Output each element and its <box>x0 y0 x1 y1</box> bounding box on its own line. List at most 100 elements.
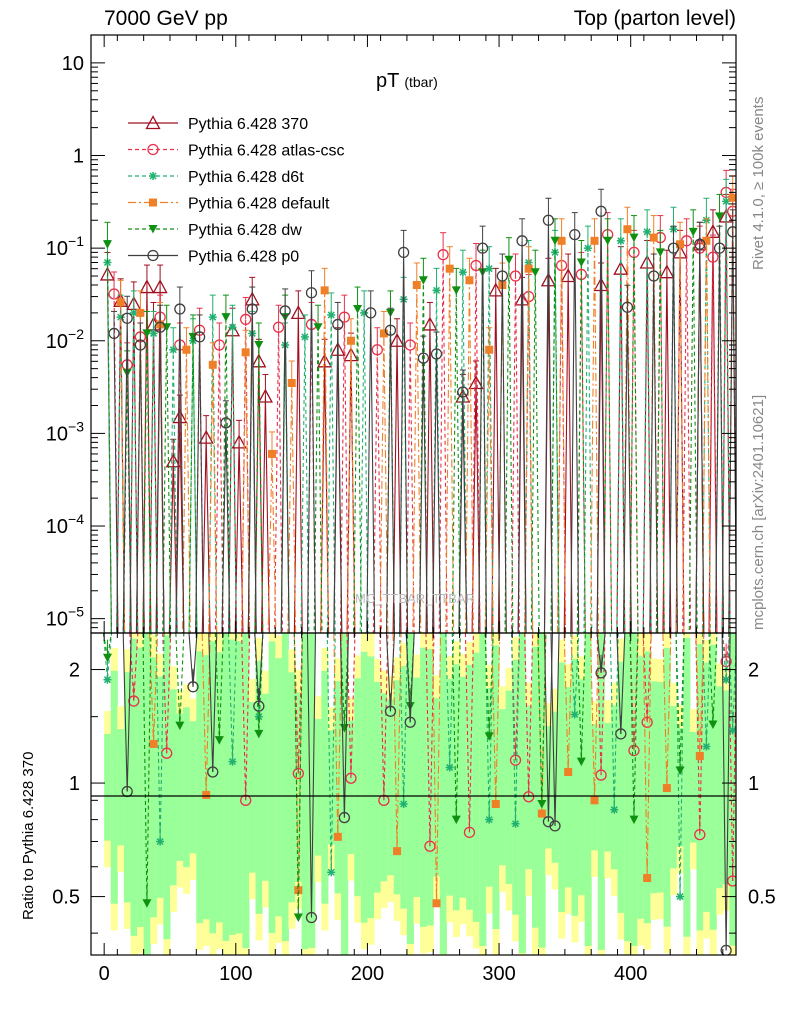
data-point-marker <box>511 819 520 828</box>
data-point-marker <box>327 868 336 877</box>
data-point-marker <box>418 276 428 285</box>
ratio-spike <box>392 633 402 852</box>
data-point-marker <box>445 763 454 772</box>
data-point-marker <box>509 270 522 282</box>
data-point-marker <box>165 453 181 468</box>
ratio-band-inner <box>347 720 355 854</box>
data-point-marker <box>147 249 159 262</box>
data-point-marker <box>147 143 159 156</box>
data-point-marker <box>708 720 718 729</box>
ratio-band-inner <box>722 690 730 885</box>
ratio-spike <box>254 633 264 707</box>
data-point-marker <box>228 323 237 332</box>
ratio-band-inner <box>472 652 480 922</box>
data-point-marker <box>470 259 482 272</box>
y-tick-label: 1 <box>73 146 84 168</box>
ratio-band-inner <box>499 709 507 866</box>
ratio-band-inner <box>387 699 395 876</box>
data-point-marker <box>108 288 120 300</box>
ratio-band-inner <box>255 660 263 914</box>
y-tick-label: 10−3 <box>46 418 84 445</box>
data-point-marker <box>595 769 607 781</box>
ratio-series-1 <box>128 633 736 887</box>
ratio-band-inner <box>334 681 342 894</box>
data-point-marker <box>676 892 685 901</box>
ratio-band-inner <box>459 676 467 898</box>
data-point-marker <box>616 236 625 245</box>
data-point-marker <box>728 726 736 735</box>
data-point-marker <box>590 236 599 245</box>
ratio-band-inner <box>268 641 276 934</box>
data-point-marker <box>564 767 573 776</box>
ratio-band-inner <box>584 633 592 947</box>
data-point-marker <box>122 368 132 378</box>
data-point-marker <box>208 360 217 369</box>
ratio-band-inner <box>630 633 638 946</box>
ratio-band-inner <box>183 707 191 868</box>
data-point-marker <box>695 751 704 760</box>
ratio-spike <box>208 633 218 773</box>
data-point-marker <box>727 875 736 887</box>
data-point-marker <box>108 327 120 340</box>
ratio-spike <box>102 633 112 658</box>
data-point-marker <box>169 345 178 354</box>
data-point-marker <box>430 348 443 360</box>
ratio-spike <box>616 633 626 734</box>
data-point-marker <box>655 248 665 257</box>
ratio-spike <box>142 633 152 904</box>
y-tick-label: 10−2 <box>46 326 84 353</box>
ratio-band-inner <box>420 647 428 927</box>
data-point-marker <box>207 766 219 778</box>
ratio-band-inner <box>439 633 447 955</box>
data-point-marker <box>346 336 355 345</box>
data-point-marker <box>549 820 561 832</box>
ratio-band-inner <box>275 658 283 917</box>
series-line <box>113 211 736 633</box>
ratio-spike <box>102 633 113 680</box>
data-point-marker <box>332 318 344 331</box>
data-point-marker <box>175 721 185 731</box>
ratio-band-inner <box>433 698 441 877</box>
data-point-marker <box>621 301 634 313</box>
ratio-band-inner <box>235 641 243 934</box>
ratio-y-tick-label-left: 2 <box>69 660 80 682</box>
header-left: 7000 GeV pp <box>104 7 228 30</box>
data-point-marker <box>292 767 304 780</box>
ratio-band-inner <box>248 701 257 873</box>
data-point-marker <box>667 242 680 254</box>
ratio-band-inner <box>624 633 632 942</box>
data-point-marker <box>417 352 430 364</box>
data-point-marker <box>182 345 191 354</box>
ratio-spike <box>431 633 442 904</box>
data-point-marker <box>193 331 206 343</box>
data-point-marker <box>593 277 609 292</box>
ratio-band-inner <box>643 651 651 924</box>
ratio-y-tick-label-left: 1 <box>69 773 80 795</box>
data-point-marker <box>595 667 607 679</box>
ratio-band-inner <box>308 633 316 948</box>
data-point-marker <box>576 258 586 267</box>
data-point-marker <box>103 675 112 684</box>
data-point-marker <box>603 236 613 246</box>
data-point-marker <box>371 344 383 356</box>
data-point-marker <box>198 429 214 444</box>
ratio-band-inner <box>426 649 434 926</box>
ratio-band-inner <box>137 647 145 927</box>
data-point-marker <box>530 268 540 277</box>
data-point-marker <box>353 305 363 314</box>
data-point-marker <box>458 268 467 277</box>
ratio-spike <box>293 633 303 918</box>
data-point-marker <box>404 339 416 351</box>
data-point-marker <box>384 705 397 717</box>
data-point-marker <box>422 316 438 331</box>
ratio-band-inner <box>281 633 289 942</box>
data-point-marker <box>610 805 619 814</box>
x-tick-label: 200 <box>351 963 384 985</box>
ratio-spike <box>162 633 172 754</box>
data-point-marker <box>523 791 535 803</box>
data-point-marker <box>595 205 607 217</box>
ratio-band-inner <box>314 719 322 856</box>
ratio-plot-frame <box>90 632 737 956</box>
data-point-marker <box>516 235 528 247</box>
ratio-spike <box>629 633 639 820</box>
